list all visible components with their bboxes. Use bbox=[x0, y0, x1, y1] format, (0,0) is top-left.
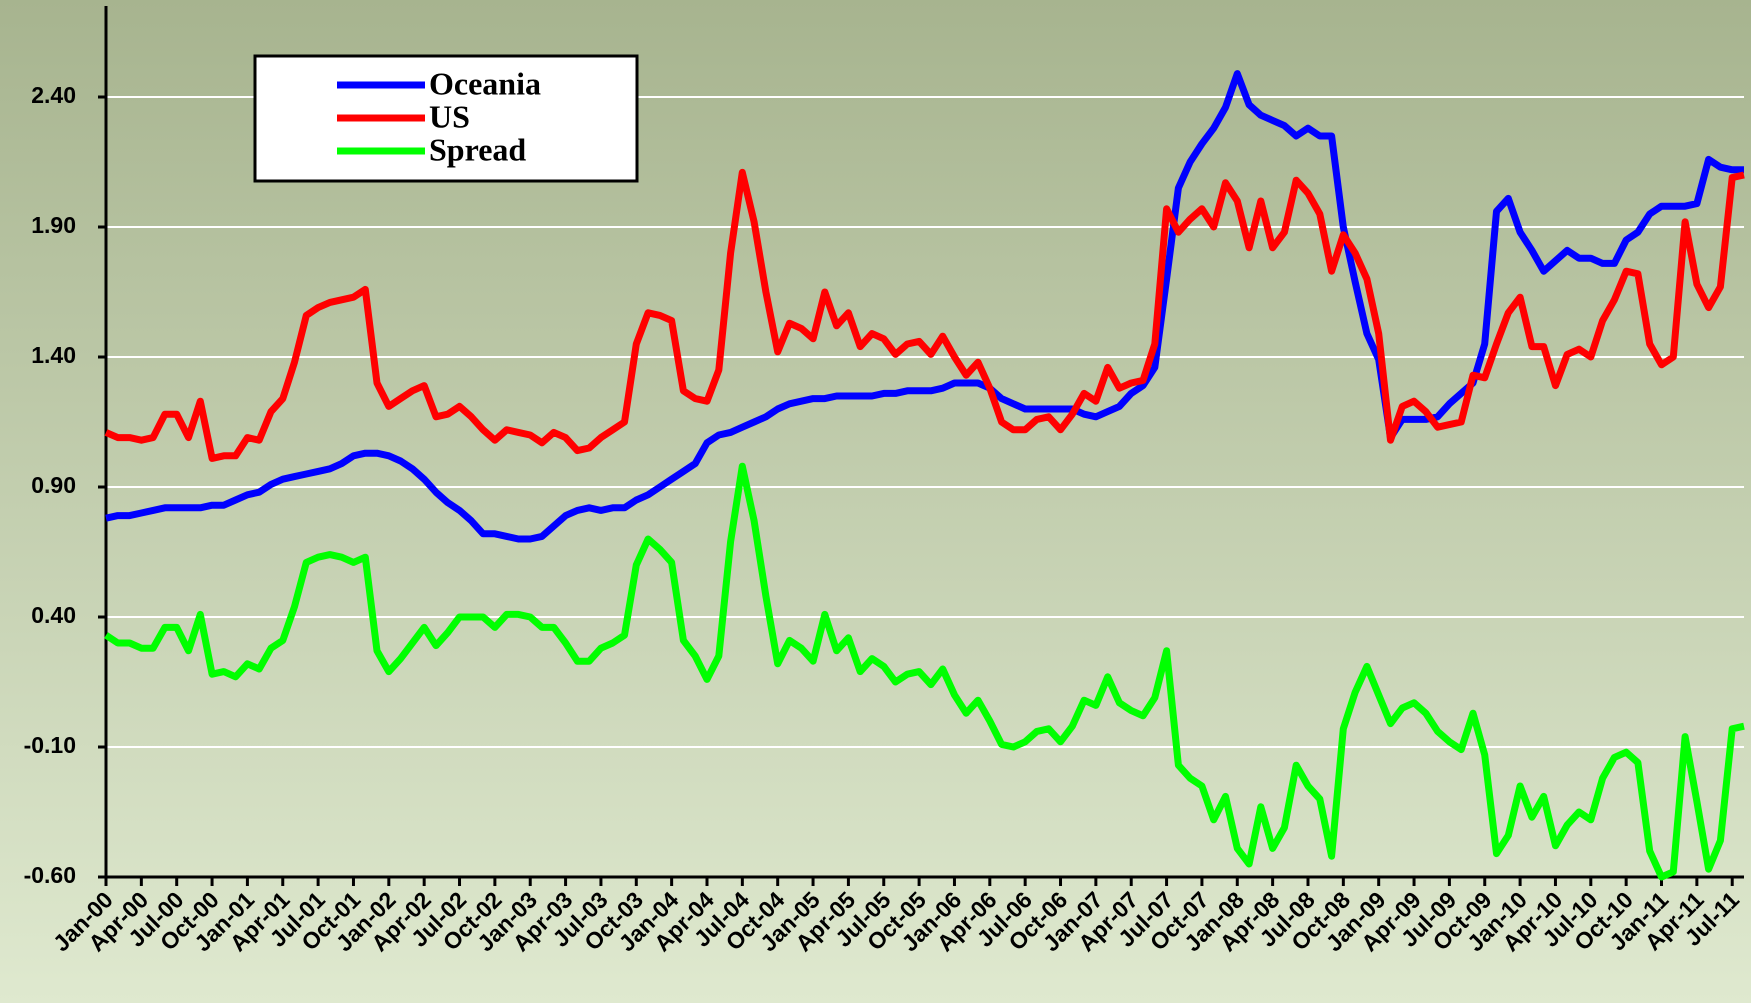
y-tick-label: 0.90 bbox=[31, 472, 76, 498]
legend-label: Spread bbox=[429, 131, 526, 167]
y-tick-label: 2.40 bbox=[31, 82, 76, 108]
y-tick-label: -0.10 bbox=[24, 732, 76, 758]
y-tick-label: -0.60 bbox=[24, 862, 76, 888]
y-tick-label: 0.40 bbox=[31, 602, 76, 628]
legend-box bbox=[253, 54, 639, 183]
line-series bbox=[104, 168, 1745, 462]
y-tick-label: 1.90 bbox=[31, 212, 76, 238]
legend-label: Oceania bbox=[429, 65, 541, 101]
line-series bbox=[104, 462, 1745, 881]
y-tick-label: 1.40 bbox=[31, 342, 76, 368]
legend-label: US bbox=[429, 98, 470, 134]
